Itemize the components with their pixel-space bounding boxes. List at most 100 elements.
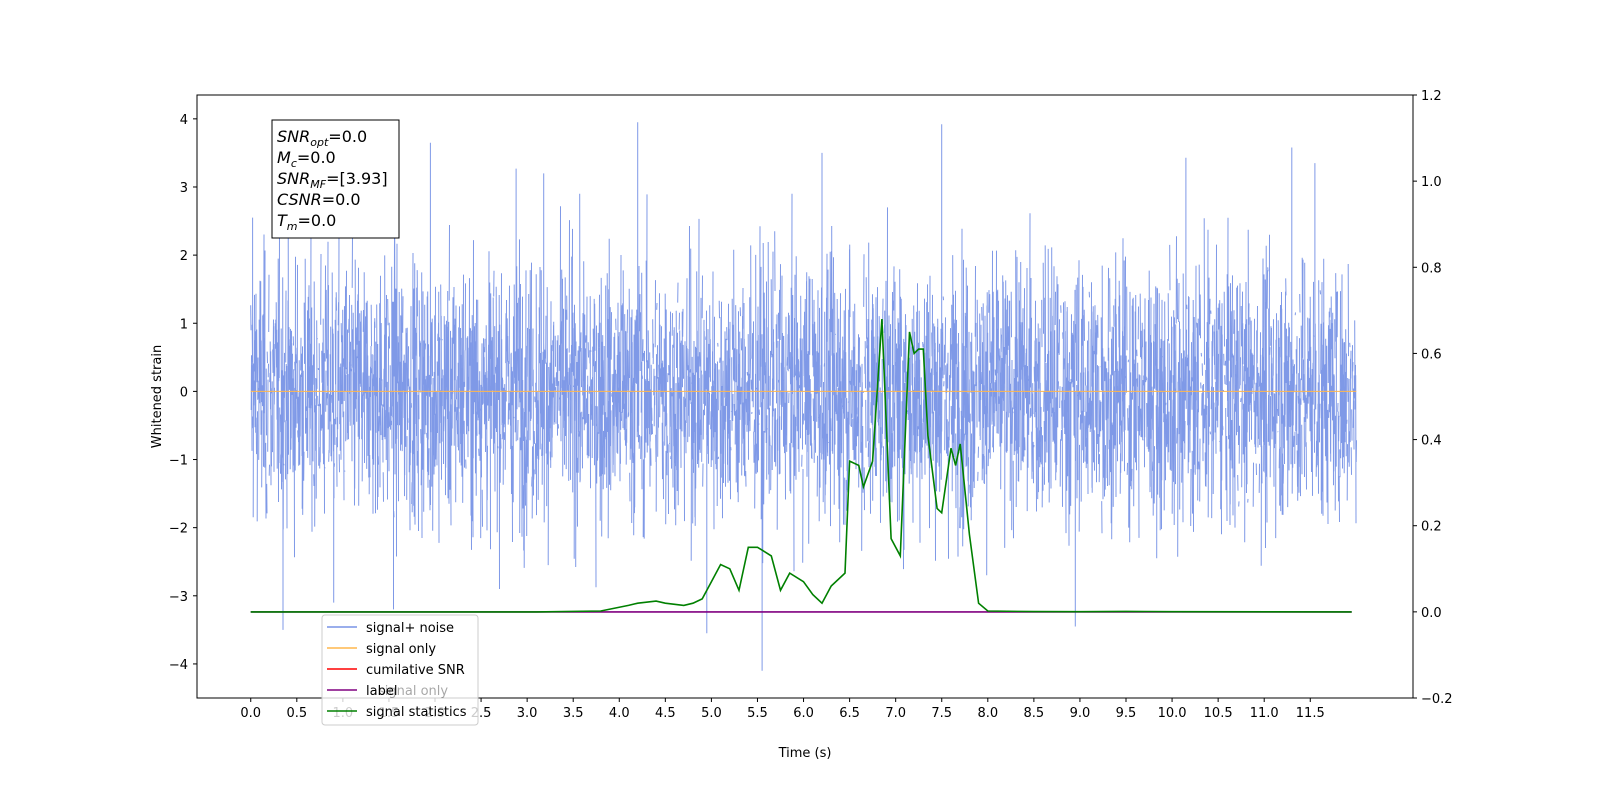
x-tick-label: 8.0 (977, 706, 998, 721)
x-tick: 3.5 (563, 698, 584, 721)
x-tick-label: 4.0 (609, 706, 630, 721)
x-tick: 3.0 (517, 698, 537, 721)
x-tick: 7.5 (931, 698, 952, 721)
y-right-tick-label: 1.0 (1421, 175, 1442, 190)
y-right-tick-label: 0.8 (1421, 261, 1442, 276)
y-left-tick: 1 (180, 317, 197, 332)
legend-label: cumilative SNR (366, 663, 465, 678)
y-axis-left-ticks: −4 −3 −2 −1 0 1 2 3 4 (169, 113, 197, 673)
x-tick-label: 6.5 (839, 706, 860, 721)
y-right-tick: 0.0 (1413, 606, 1442, 621)
x-tick-label: 7.5 (931, 706, 952, 721)
x-tick-label: 4.5 (655, 706, 676, 721)
y-right-tick-label: 1.2 (1421, 89, 1442, 104)
y-right-tick: 0.2 (1413, 520, 1442, 535)
y-right-tick-label: 0.6 (1421, 347, 1442, 362)
y-right-tick-label: 0.0 (1421, 606, 1442, 621)
annotation-line: Tm=0.0 (277, 211, 336, 233)
legend: signal+ noise signal only cumilative SNR la… (321, 614, 479, 726)
y-right-tick-label: −0.2 (1421, 692, 1453, 707)
y-axis-right-ticks: −0.2 0.0 0.2 0.4 0.6 0.8 1.0 1.2 (1413, 89, 1453, 707)
annotation-line: SNRopt=0.0 (277, 127, 367, 149)
y-right-tick: 1.0 (1413, 175, 1442, 190)
x-tick-label: 11.0 (1250, 706, 1279, 721)
y-right-tick: −0.2 (1413, 692, 1453, 707)
x-tick: 4.5 (655, 698, 676, 721)
y-right-tick-label: 0.4 (1421, 434, 1442, 449)
y-axis-left-label: Whitened strain (150, 345, 165, 448)
x-tick: 7.0 (885, 698, 906, 721)
y-right-tick: 0.6 (1413, 347, 1442, 362)
annotation-line: Mc=0.0 (277, 148, 336, 170)
x-tick: 8.5 (1024, 698, 1045, 721)
legend-label: label (366, 684, 397, 699)
legend-label: signal statistics (366, 705, 467, 720)
x-tick-label: 5.0 (701, 706, 722, 721)
x-tick: 4.0 (609, 698, 630, 721)
y-left-tick: −4 (169, 658, 197, 673)
x-tick: 10.5 (1204, 698, 1233, 721)
x-tick-label: 0.0 (240, 706, 261, 721)
signal-statistics-line (250, 318, 1352, 613)
x-tick: 6.0 (793, 698, 814, 721)
x-tick: 6.5 (839, 698, 860, 721)
signal-noise-line (250, 122, 1357, 671)
y-left-tick-label: 4 (180, 113, 188, 128)
x-tick-label: 6.0 (793, 706, 814, 721)
y-left-tick-label: −2 (169, 522, 188, 537)
annotation-line: SNRMF=[3.93] (277, 169, 388, 191)
x-tick: 10.0 (1158, 698, 1187, 721)
x-tick-label: 10.5 (1204, 706, 1233, 721)
plot-frame (196, 94, 1414, 699)
x-tick: 9.0 (1070, 698, 1091, 721)
y-left-tick-label: −3 (169, 590, 188, 605)
x-tick: 8.0 (977, 698, 998, 721)
line-series-group (250, 318, 1357, 613)
x-tick-label: 10.0 (1158, 706, 1187, 721)
legend-entry: label (327, 684, 397, 699)
x-tick-label: 0.5 (286, 706, 307, 721)
y-right-tick: 1.2 (1413, 89, 1442, 104)
x-tick: 0.0 (240, 698, 261, 721)
legend-entry: signal statistics (327, 705, 467, 720)
legend-entry: signal+ noise (327, 621, 454, 636)
y-left-tick-label: 3 (180, 181, 188, 196)
y-left-tick-label: −1 (169, 454, 188, 469)
y-left-tick-label: 0 (180, 385, 188, 400)
legend-label: signal+ noise (366, 621, 454, 636)
x-tick-label: 11.5 (1296, 706, 1325, 721)
y-right-tick: 0.4 (1413, 434, 1442, 449)
legend-ghost-label: signal only (378, 684, 448, 699)
y-right-tick: 0.8 (1413, 261, 1442, 276)
legend-label: signal only (366, 642, 436, 657)
x-tick: 5.5 (747, 698, 768, 721)
x-tick: 5.0 (701, 698, 722, 721)
signal-noise-series (250, 122, 1357, 671)
y-left-tick: −1 (169, 454, 197, 469)
x-tick: 11.5 (1296, 698, 1325, 721)
x-tick: 11.0 (1250, 698, 1279, 721)
y-left-tick-label: 2 (180, 249, 188, 264)
y-left-tick-label: 1 (180, 317, 188, 332)
y-left-tick: −2 (169, 522, 197, 537)
annotation-line: CSNR=0.0 (277, 190, 361, 209)
x-tick-label: 9.0 (1070, 706, 1091, 721)
x-tick-label: 9.5 (1116, 706, 1137, 721)
legend-entry: cumilative SNR (327, 663, 465, 678)
x-tick-label: 7.0 (885, 706, 906, 721)
x-tick-label: 5.5 (747, 706, 768, 721)
x-tick-label: 3.5 (563, 706, 584, 721)
y-right-tick-label: 0.2 (1421, 520, 1442, 535)
x-tick: 9.5 (1116, 698, 1137, 721)
y-left-tick: 3 (180, 181, 197, 196)
x-tick-label: 8.5 (1024, 706, 1045, 721)
x-tick: 0.5 (286, 698, 307, 721)
y-left-tick: −3 (169, 590, 197, 605)
y-left-tick: 4 (180, 113, 197, 128)
x-axis-label: Time (s) (778, 746, 832, 761)
legend-entry: signal only (327, 642, 436, 657)
y-left-tick: 2 (180, 249, 197, 264)
y-left-tick: 0 (180, 385, 197, 400)
